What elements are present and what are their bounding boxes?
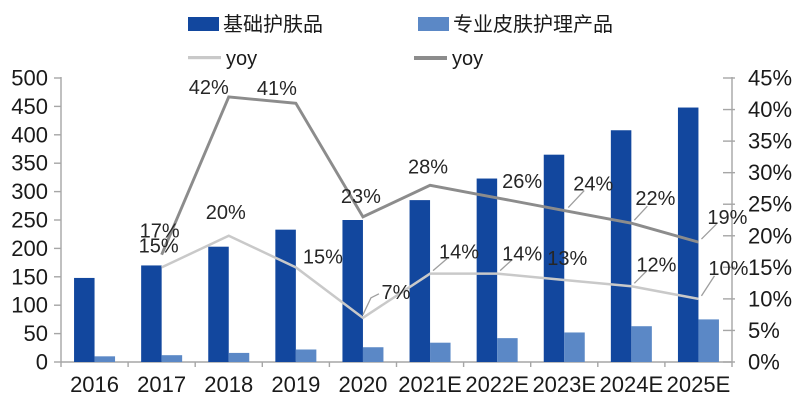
data-label-yoy: 24%: [573, 174, 613, 196]
data-label-yoy: 19%: [707, 207, 747, 229]
left-axis-tick-label: 300: [11, 179, 48, 204]
label-leader-line: [700, 275, 715, 297]
data-label-yoy: 41%: [257, 78, 297, 100]
data-label-yoy: 22%: [635, 188, 675, 210]
x-axis-category-label: 2018: [204, 372, 253, 397]
right-axis-tick-label: 10%: [748, 286, 792, 311]
bar-professional-skincare: [362, 347, 384, 362]
data-label-yoy: 13%: [547, 248, 587, 270]
bar-professional-skincare: [631, 326, 652, 362]
yoy-line-professional: [160, 95, 699, 256]
bar-professional-skincare: [94, 356, 116, 362]
data-label-yoy: 12%: [636, 254, 676, 276]
legend-swatch-yoy-light: [188, 56, 221, 60]
legend-label: yoy: [226, 48, 257, 70]
left-axis-tick-label: 150: [11, 264, 48, 289]
left-axis-tick-label: 50: [24, 321, 48, 346]
data-label-yoy: 20%: [206, 202, 246, 224]
right-axis-tick-label: 25%: [748, 192, 792, 217]
label-leader-line: [432, 258, 448, 272]
data-label-yoy: 23%: [341, 186, 381, 208]
data-label-yoy: 26%: [502, 171, 542, 193]
left-axis-tick-label: 450: [11, 94, 48, 119]
legend-label: yoy: [452, 48, 483, 70]
x-axis-category-label: 2022E: [465, 372, 529, 397]
bar-professional-skincare: [161, 355, 183, 362]
data-label-yoy: 15%: [303, 246, 343, 268]
right-axis-tick-label: 35%: [748, 129, 792, 154]
right-axis-tick-label: 30%: [748, 160, 792, 185]
left-axis-tick-label: 400: [11, 122, 48, 147]
label-leader-line: [633, 205, 648, 221]
data-label-yoy: 10%: [708, 258, 748, 280]
legend-swatch-basic-skincare: [188, 17, 219, 31]
data-label-yoy: 17%: [140, 221, 180, 243]
x-axis-category-label: 2024E: [600, 372, 664, 397]
bar-basic-skincare: [610, 130, 632, 362]
label-leader-line: [362, 293, 380, 316]
right-axis-tick-label: 0%: [748, 350, 780, 375]
x-axis-category-label: 2020: [338, 372, 387, 397]
data-label-yoy: 14%: [502, 244, 542, 266]
bar-professional-skincare: [698, 319, 719, 362]
x-axis-category-label: 2025E: [667, 372, 731, 397]
legend-swatch-yoy-dark: [414, 56, 447, 60]
x-axis-category-label: 2016: [70, 372, 119, 397]
x-axis-category-label: 2019: [271, 372, 320, 397]
bar-basic-skincare: [677, 107, 699, 362]
right-axis-tick-label: 15%: [748, 255, 792, 280]
left-axis-tick-label: 200: [11, 236, 48, 261]
bar-basic-skincare: [342, 220, 363, 362]
legend-label: 基础护肤品: [223, 13, 323, 36]
label-leader-line: [499, 259, 513, 272]
bar-professional-skincare: [228, 352, 250, 362]
label-leader-line: [567, 190, 585, 208]
x-axis-category-label: 2023E: [532, 372, 596, 397]
data-label-yoy: 15%: [139, 235, 179, 257]
left-axis-tick-label: 500: [11, 66, 48, 91]
data-label-yoy: 7%: [381, 282, 410, 304]
left-axis-tick-label: 350: [11, 151, 48, 176]
data-label-yoy: 28%: [408, 156, 448, 178]
data-label-yoy: 42%: [189, 77, 229, 99]
bar-professional-skincare: [295, 349, 317, 362]
bar-professional-skincare: [564, 332, 585, 362]
bar-basic-skincare: [141, 265, 162, 362]
legend-label: 专业皮肤护理产品: [453, 13, 613, 36]
legend-swatch-professional-skincare: [418, 17, 449, 31]
bar-basic-skincare: [208, 246, 229, 362]
bar-basic-skincare: [74, 277, 95, 362]
left-axis-tick-label: 250: [11, 208, 48, 233]
yoy-line-basic: [161, 234, 699, 320]
right-axis-tick-label: 20%: [748, 223, 792, 248]
right-axis-tick-label: 40%: [748, 97, 792, 122]
right-axis-tick-label: 5%: [748, 318, 780, 343]
bar-professional-skincare: [430, 342, 451, 362]
bar-basic-skincare: [275, 229, 296, 362]
right-axis-tick-label: 45%: [748, 66, 792, 91]
label-leader-line: [633, 269, 648, 284]
left-axis-tick-label: 0: [36, 350, 48, 375]
x-axis-category-label: 2021E: [398, 372, 462, 397]
label-leader-line: [700, 223, 717, 240]
x-axis-category-label: 2017: [137, 372, 186, 397]
left-axis-tick-label: 100: [11, 293, 48, 318]
bar-professional-skincare: [497, 338, 518, 362]
bar-basic-skincare: [476, 178, 498, 362]
data-label-yoy: 14%: [439, 242, 479, 264]
